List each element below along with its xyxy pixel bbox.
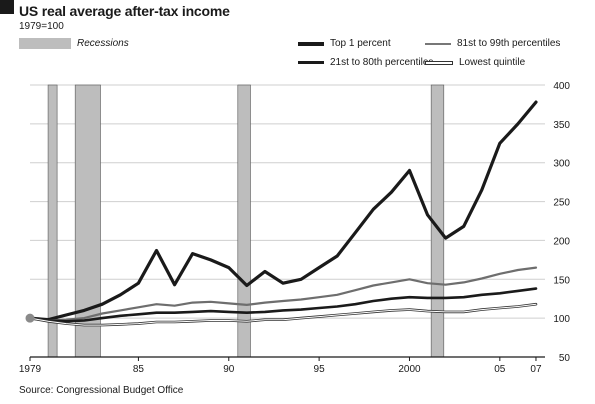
y-tick-label-200: 200 bbox=[553, 236, 570, 247]
title-bar-marker bbox=[0, 0, 14, 14]
legend-swatch-81-99 bbox=[425, 42, 451, 45]
y-tick-label-250: 250 bbox=[553, 198, 570, 209]
legend-label-top1: Top 1 percent bbox=[330, 38, 391, 49]
y-tick-label-100: 100 bbox=[553, 314, 570, 325]
y-tick-label-150: 150 bbox=[553, 275, 570, 286]
series-line-top-1-percent bbox=[28, 100, 538, 322]
chart-title: US real average after-tax income bbox=[19, 3, 230, 19]
series-line-lowest-quintile-inner bbox=[29, 303, 537, 326]
legend-label-lowest: Lowest quintile bbox=[459, 57, 526, 68]
legend-swatch-21-80 bbox=[298, 61, 324, 64]
recession-band-3 bbox=[237, 84, 251, 358]
series-line-lowest-quintile bbox=[28, 302, 538, 327]
y-tick-label-400: 400 bbox=[553, 81, 570, 92]
x-tick-label-1990: 90 bbox=[223, 364, 235, 375]
legend-item-21-80: 21st to 80th percentiles bbox=[298, 57, 433, 68]
y-tick-label-350: 350 bbox=[553, 120, 570, 131]
x-tick-label-1995: 95 bbox=[314, 364, 326, 375]
recessions-label: Recessions bbox=[77, 38, 129, 49]
x-tick-label-1979: 1979 bbox=[19, 364, 42, 375]
legend-label-21-80: 21st to 80th percentiles bbox=[330, 57, 434, 68]
x-tick-label-2000: 2000 bbox=[398, 364, 421, 375]
recessions-legend: Recessions bbox=[19, 38, 129, 49]
series-line-81st-to-99th-percentiles bbox=[28, 266, 538, 322]
legend-label-81-99: 81st to 99th percentiles bbox=[457, 38, 561, 49]
x-tick-label-1985: 85 bbox=[133, 364, 145, 375]
x-tick-label-2007: 07 bbox=[530, 364, 542, 375]
legend-swatch-lowest bbox=[425, 60, 453, 65]
y-tick-label-50: 50 bbox=[559, 353, 571, 364]
source-note: Source: Congressional Budget Office bbox=[19, 385, 184, 396]
recession-swatch bbox=[19, 38, 71, 49]
legend-item-81-99: 81st to 99th percentiles bbox=[425, 38, 560, 49]
legend-swatch-top1 bbox=[298, 41, 324, 46]
x-tick-label-2005: 05 bbox=[494, 364, 506, 375]
base-year-marker bbox=[25, 313, 35, 323]
legend-item-top1: Top 1 percent bbox=[298, 38, 391, 49]
chart-subtitle: 1979=100 bbox=[19, 21, 64, 32]
y-tick-label-300: 300 bbox=[553, 159, 570, 170]
legend-item-lowest: Lowest quintile bbox=[425, 57, 525, 68]
series-line-21st-to-80th-percentiles bbox=[28, 287, 538, 323]
